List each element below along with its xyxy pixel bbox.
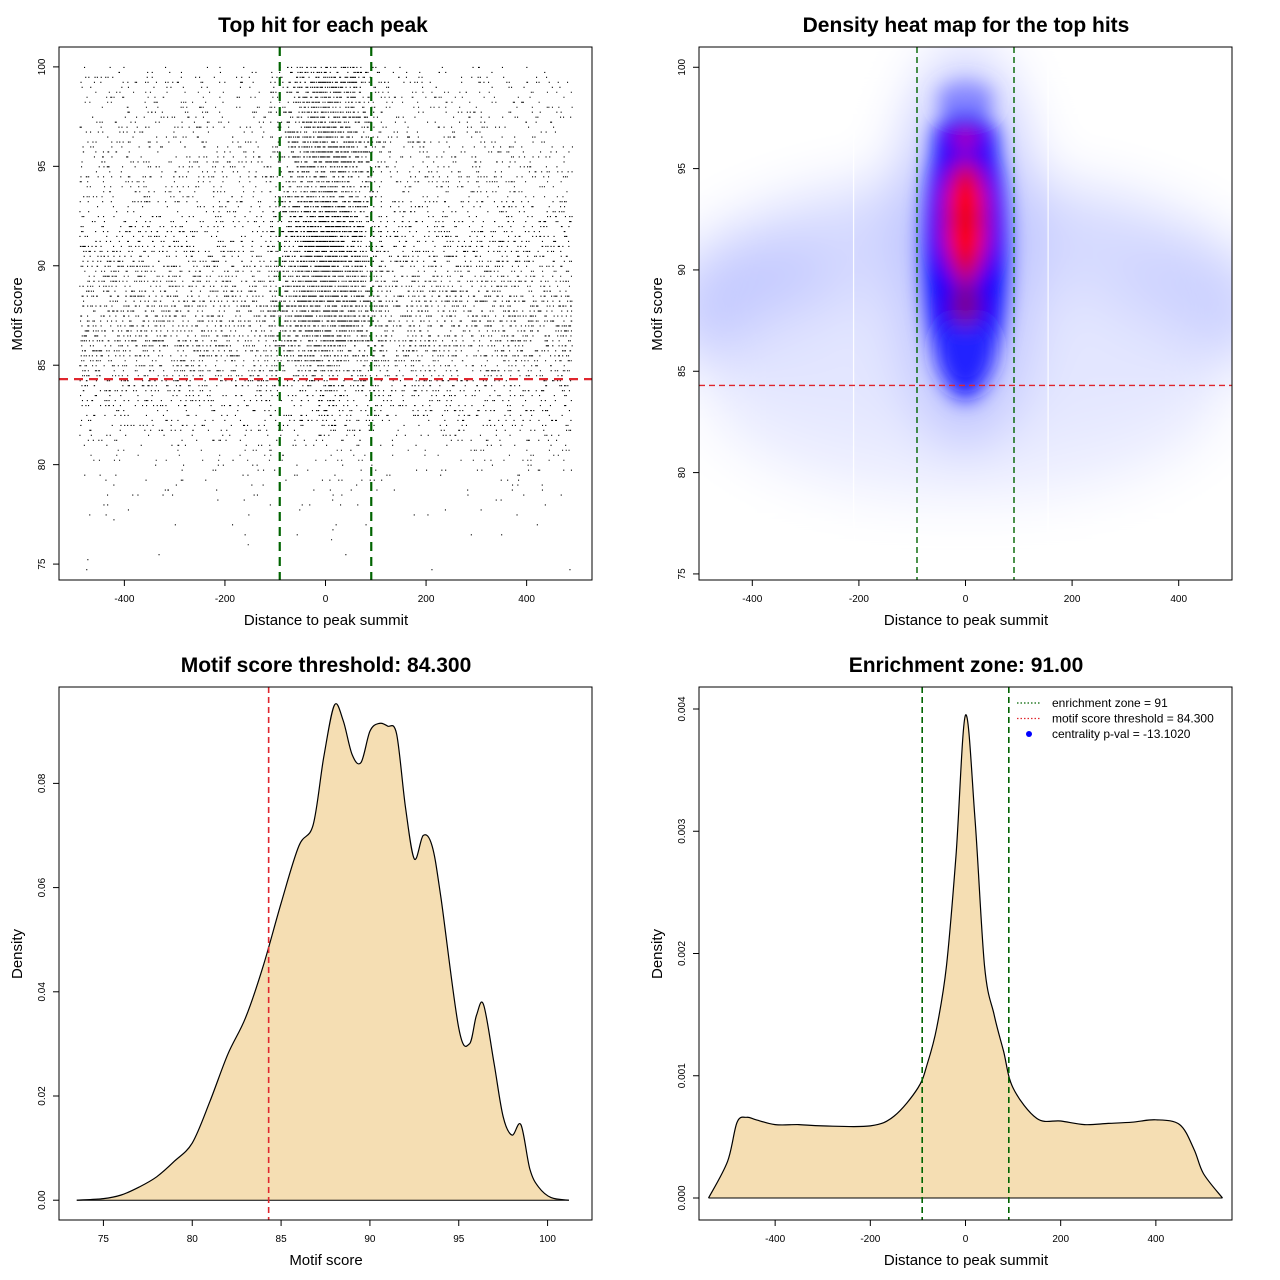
x-tick-label: -200 <box>849 594 869 605</box>
y-tick-label: 0.00 <box>37 1190 48 1210</box>
x-tick-label: -200 <box>215 594 235 605</box>
y-axis: 0.000 0.001 0.002 0.003 0.004 <box>677 696 700 1211</box>
heatmap-guides <box>699 47 1232 580</box>
y-tick-label: 75 <box>677 568 688 580</box>
y-tick-label: 0.06 <box>37 877 48 897</box>
y-tick-label: 85 <box>37 359 48 371</box>
x-tick-label: 80 <box>187 1234 199 1245</box>
y-tick-label: 95 <box>677 163 688 175</box>
y-tick-label: 0.04 <box>37 982 48 1002</box>
x-tick-label: 100 <box>539 1234 556 1245</box>
legend: enrichment zone = 91 motif score threshol… <box>1017 696 1214 741</box>
x-axis-label: Distance to peak summit <box>884 1252 1049 1269</box>
heatmap-layer <box>699 47 1232 580</box>
x-tick-label: 85 <box>276 1234 288 1245</box>
panel-score-density: Motif score threshold: 84.300 75 80 85 90 95… <box>9 654 593 1269</box>
x-axis-label: Distance to peak summit <box>244 612 409 629</box>
y-axis: 75 80 85 90 95 100 <box>37 58 60 570</box>
chart-title: Top hit for each peak <box>218 14 428 37</box>
chart-title: Motif score threshold: 84.300 <box>181 654 472 677</box>
density-marks <box>707 687 1223 1220</box>
y-tick-label: 90 <box>37 260 48 272</box>
y-tick-label: 0.004 <box>677 696 688 721</box>
density-marks <box>76 687 569 1220</box>
scatter-marks <box>59 47 592 580</box>
y-axis-label: Density <box>649 928 666 979</box>
x-tick-label: 200 <box>1052 1234 1069 1245</box>
chart-title: Density heat map for the top hits <box>803 14 1130 37</box>
y-tick-label: 90 <box>677 264 688 276</box>
y-axis: 75 80 85 90 95 100 <box>677 58 700 580</box>
x-tick-label: -400 <box>742 594 762 605</box>
y-tick-label: 80 <box>37 459 48 471</box>
x-tick-label: -200 <box>860 1234 880 1245</box>
density-curve <box>76 703 569 1201</box>
core-density-lower <box>935 310 996 391</box>
x-tick-label: 200 <box>418 594 435 605</box>
density-curve <box>707 714 1223 1199</box>
hotspot <box>947 182 984 216</box>
y-axis-label: Motif score <box>9 277 26 350</box>
x-tick-label: -400 <box>114 594 134 605</box>
x-axis: -400 -200 0 200 400 <box>765 1219 1165 1245</box>
x-axis: -400 -200 0 200 400 <box>742 579 1187 605</box>
panel-distance-density: Enrichment zone: 91.00 -400 -200 0 200 400 0… <box>649 654 1233 1269</box>
y-axis-label: Motif score <box>649 277 666 350</box>
panel-scatter: Top hit for each peak -400 -200 0 200 400 75… <box>9 14 593 629</box>
chart-title: Enrichment zone: 91.00 <box>849 654 1084 677</box>
x-tick-label: 0 <box>963 1234 969 1245</box>
y-tick-label: 95 <box>37 160 48 172</box>
x-axis-label: Distance to peak summit <box>884 612 1049 629</box>
legend-label: enrichment zone = 91 <box>1052 696 1168 710</box>
legend-dot <box>1026 731 1032 737</box>
density-area <box>708 714 1223 1198</box>
heatmap-core-density <box>923 83 1008 400</box>
legend-label: centrality p-val = -13.1020 <box>1052 727 1191 741</box>
x-tick-label: 90 <box>364 1234 376 1245</box>
y-tick-label: 75 <box>37 558 48 570</box>
y-tick-label: 100 <box>37 58 48 75</box>
y-tick-label: 80 <box>677 467 688 479</box>
y-tick-label: 0.000 <box>677 1185 688 1210</box>
x-axis: -400 -200 0 200 400 <box>114 579 535 605</box>
y-tick-label: 85 <box>677 365 688 377</box>
x-tick-label: 400 <box>1148 1234 1165 1245</box>
hotspot <box>956 91 975 108</box>
y-tick-label: 100 <box>677 58 688 75</box>
panel-heatmap: Density heat map for the top hits -400 -2… <box>649 14 1233 629</box>
y-tick-label: 0.02 <box>37 1086 48 1106</box>
x-axis: 75 80 85 90 95 100 <box>98 1219 556 1245</box>
x-axis-label: Motif score <box>289 1252 362 1269</box>
hotspot-band <box>943 159 988 284</box>
y-tick-label: 0.08 <box>37 773 48 793</box>
y-tick-label: 0.003 <box>677 818 688 843</box>
x-tick-label: -400 <box>765 1234 785 1245</box>
hotspot <box>954 128 977 149</box>
x-tick-label: 400 <box>1170 594 1187 605</box>
x-tick-label: 95 <box>453 1234 465 1245</box>
legend-label: motif score threshold = 84.300 <box>1052 712 1214 726</box>
hotspot <box>947 223 984 256</box>
y-tick-label: 0.001 <box>677 1063 688 1088</box>
y-tick-label: 0.002 <box>677 941 688 966</box>
hotspot-lower <box>951 282 980 327</box>
x-tick-label: 0 <box>963 594 969 605</box>
scatter-points <box>79 66 573 571</box>
x-tick-label: 0 <box>323 594 329 605</box>
y-axis-label: Density <box>9 928 26 979</box>
x-tick-label: 400 <box>518 594 535 605</box>
density-area <box>76 703 569 1201</box>
y-axis: 0.00 0.02 0.04 0.06 0.08 <box>37 773 60 1210</box>
x-tick-label: 75 <box>98 1234 110 1245</box>
x-tick-label: 200 <box>1064 594 1081 605</box>
